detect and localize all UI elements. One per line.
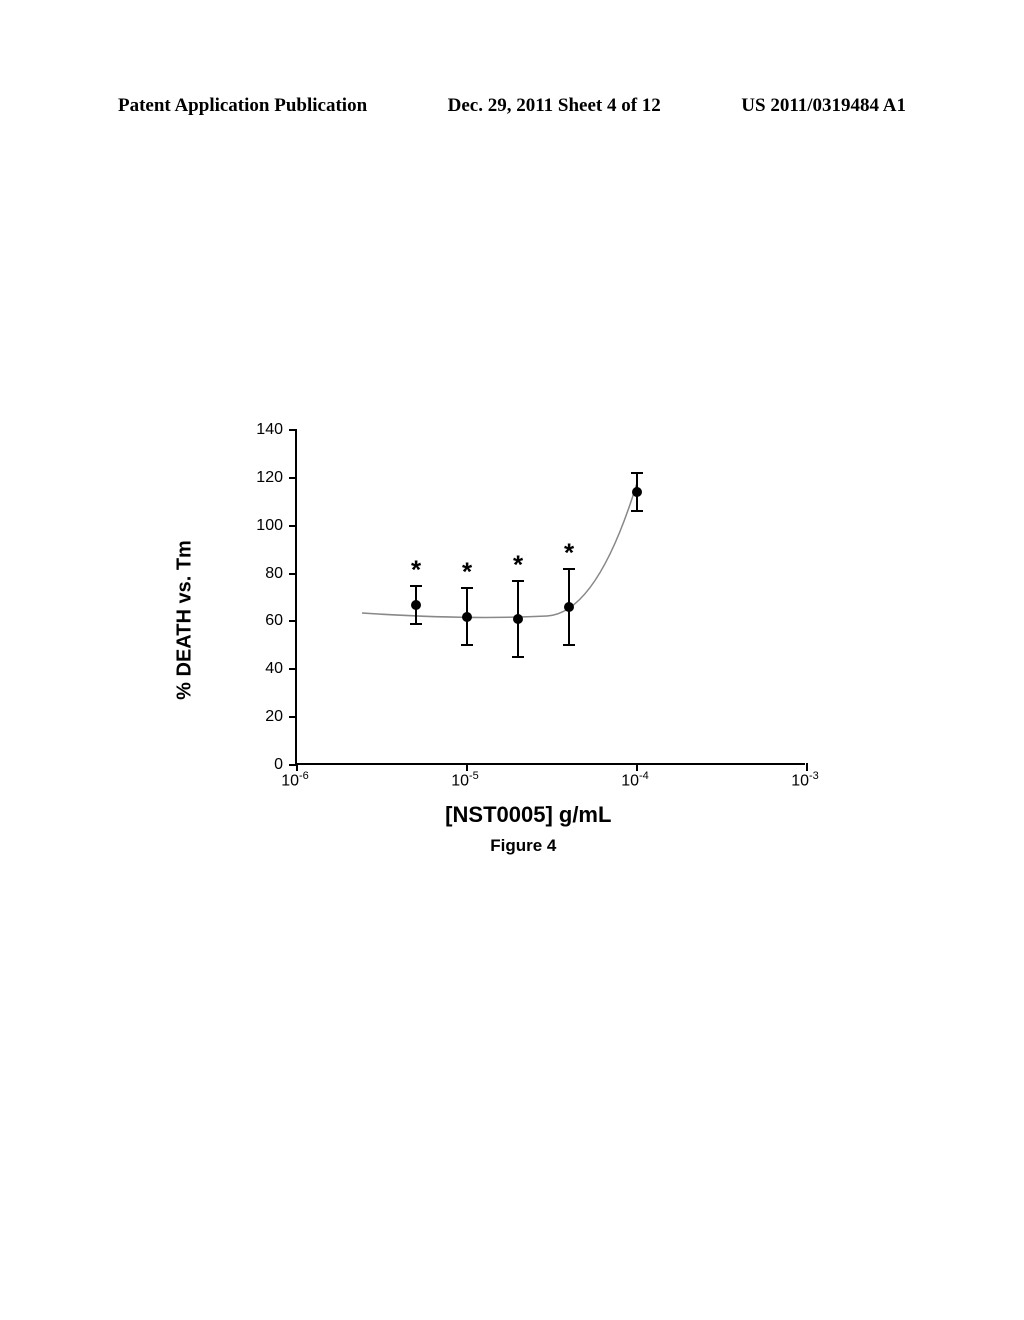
plot-area: 020406080100120140**** (295, 430, 805, 765)
y-tick-label: 80 (265, 565, 283, 583)
error-cap-bottom (563, 644, 575, 646)
y-tick (289, 525, 297, 527)
error-cap-bottom (512, 656, 524, 658)
fit-curve (297, 430, 807, 765)
significance-star: * (411, 554, 421, 585)
y-tick (289, 620, 297, 622)
x-tick-label: 10-5 (451, 770, 479, 790)
data-point (462, 612, 472, 622)
header-right: US 2011/0319484 A1 (741, 95, 906, 117)
data-point (513, 614, 523, 624)
y-tick-label: 100 (256, 517, 283, 535)
y-tick (289, 716, 297, 718)
y-tick (289, 429, 297, 431)
figure-caption: Figure 4 (490, 836, 556, 856)
y-tick (289, 668, 297, 670)
data-point (411, 600, 421, 610)
y-tick-label: 120 (256, 469, 283, 487)
y-tick (289, 477, 297, 479)
x-axis-title: [NST0005] g/mL (445, 802, 611, 828)
y-tick-label: 20 (265, 708, 283, 726)
significance-star: * (564, 537, 574, 568)
y-axis-title: % DEATH vs. Tm (174, 540, 197, 700)
data-point (564, 602, 574, 612)
data-point (632, 487, 642, 497)
error-cap-bottom (410, 623, 422, 625)
x-tick-label: 10-3 (791, 770, 819, 790)
error-cap-bottom (461, 644, 473, 646)
error-cap-top (631, 472, 643, 474)
y-tick-label: 40 (265, 660, 283, 678)
header-center: Dec. 29, 2011 Sheet 4 of 12 (448, 95, 661, 117)
x-tick-label: 10-4 (621, 770, 649, 790)
header-left: Patent Application Publication (118, 95, 367, 117)
significance-star: * (462, 556, 472, 587)
chart-container: % DEATH vs. Tm 020406080100120140**** [N… (235, 430, 805, 810)
y-tick (289, 573, 297, 575)
error-cap-bottom (631, 510, 643, 512)
x-tick-label: 10-6 (281, 770, 309, 790)
significance-star: * (513, 549, 523, 580)
y-tick-label: 140 (256, 421, 283, 439)
page-header: Patent Application Publication Dec. 29, … (0, 95, 1024, 117)
y-tick-label: 60 (265, 612, 283, 630)
